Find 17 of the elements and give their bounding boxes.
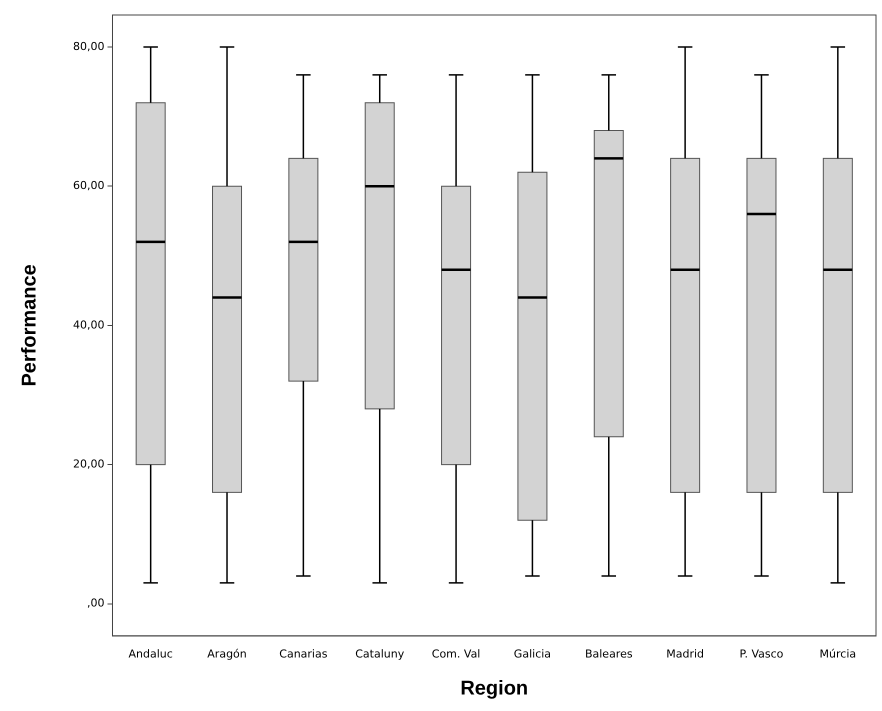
x-tick-label: Canarias	[279, 647, 328, 660]
y-tick-label: 80,00	[72, 40, 104, 53]
x-tick-label: Baleares	[584, 647, 633, 660]
x-tick-label: P. Vasco	[740, 647, 784, 660]
y-tick-label: ,00	[86, 596, 104, 610]
y-axis-title: Performance	[18, 264, 41, 387]
x-tick-label: Com. Val	[432, 647, 480, 660]
y-tick-label: 60,00	[72, 179, 104, 192]
x-tick-label: Madrid	[666, 647, 704, 660]
x-tick-label: Galicia	[514, 647, 552, 660]
y-tick-label: 20,00	[72, 457, 104, 470]
y-tick-label: 40,00	[72, 318, 104, 332]
x-tick-label: Múrcia	[820, 647, 856, 660]
x-tick-label: Aragón	[207, 647, 247, 660]
x-tick-label: Andaluc	[128, 647, 173, 660]
x-tick-label: Cataluny	[355, 647, 405, 660]
x-axis-title: Region	[460, 678, 528, 700]
